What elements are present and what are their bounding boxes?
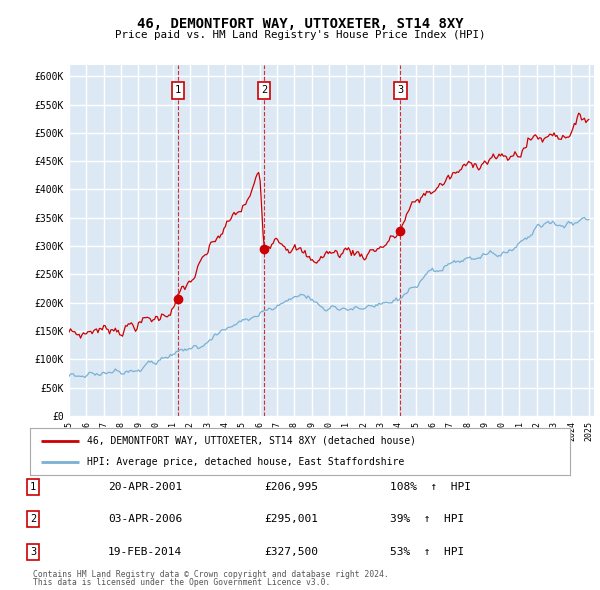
Text: £295,001: £295,001 [264, 514, 318, 524]
Text: 3: 3 [397, 86, 404, 96]
Text: Price paid vs. HM Land Registry's House Price Index (HPI): Price paid vs. HM Land Registry's House … [115, 31, 485, 40]
Text: 19-FEB-2014: 19-FEB-2014 [108, 547, 182, 556]
Text: £327,500: £327,500 [264, 547, 318, 556]
Text: 108%  ↑  HPI: 108% ↑ HPI [390, 482, 471, 491]
Text: HPI: Average price, detached house, East Staffordshire: HPI: Average price, detached house, East… [86, 457, 404, 467]
Text: 03-APR-2006: 03-APR-2006 [108, 514, 182, 524]
Text: 2: 2 [30, 514, 36, 524]
Text: 53%  ↑  HPI: 53% ↑ HPI [390, 547, 464, 556]
Text: 39%  ↑  HPI: 39% ↑ HPI [390, 514, 464, 524]
Text: 1: 1 [30, 482, 36, 491]
Text: 46, DEMONTFORT WAY, UTTOXETER, ST14 8XY (detached house): 46, DEMONTFORT WAY, UTTOXETER, ST14 8XY … [86, 436, 416, 446]
Text: Contains HM Land Registry data © Crown copyright and database right 2024.: Contains HM Land Registry data © Crown c… [33, 570, 389, 579]
Text: This data is licensed under the Open Government Licence v3.0.: This data is licensed under the Open Gov… [33, 578, 331, 587]
Text: 1: 1 [175, 86, 181, 96]
Text: 2: 2 [261, 86, 267, 96]
Text: 46, DEMONTFORT WAY, UTTOXETER, ST14 8XY: 46, DEMONTFORT WAY, UTTOXETER, ST14 8XY [137, 17, 463, 31]
Text: 20-APR-2001: 20-APR-2001 [108, 482, 182, 491]
Text: £206,995: £206,995 [264, 482, 318, 491]
Text: 3: 3 [30, 547, 36, 556]
